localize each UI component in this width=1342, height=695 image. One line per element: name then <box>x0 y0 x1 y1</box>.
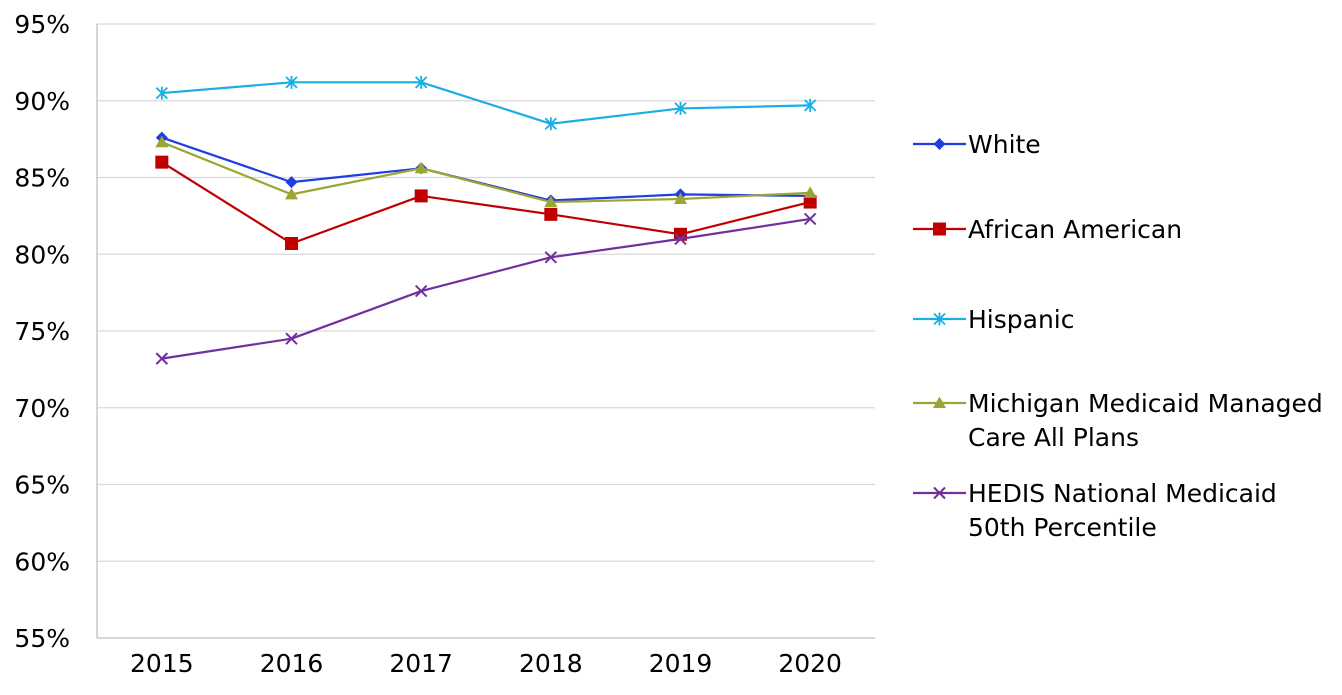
x-tick-label: 2016 <box>260 649 324 678</box>
series-hispanic <box>155 75 817 131</box>
data-point <box>414 161 428 174</box>
legend-marker <box>933 138 946 150</box>
legend-label: 50th Percentile <box>968 513 1157 542</box>
data-point <box>803 195 817 209</box>
y-tick-label: 80% <box>14 240 70 269</box>
series-line <box>161 217 811 360</box>
marker-stroke <box>285 332 298 345</box>
legend-item-white: White <box>913 130 1041 159</box>
marker-stroke <box>155 352 169 365</box>
series-line <box>161 136 811 202</box>
y-axis-tick-labels: 55% 60% 65% 70% 75% 80% 85% 90% 95% <box>14 10 70 653</box>
series-line <box>161 81 811 125</box>
data-point <box>674 232 687 246</box>
data-point <box>285 176 298 189</box>
data-point <box>414 284 428 298</box>
data-point <box>155 352 169 365</box>
legend-item-hedis-national-medicaid-50th-percentile: HEDIS National Medicaid 50th Percentile <box>913 479 1277 542</box>
legend-label: African American <box>968 215 1182 244</box>
data-point <box>285 332 298 345</box>
legend-marker <box>933 396 946 408</box>
y-tick-label: 75% <box>14 317 70 346</box>
y-tick-label: 65% <box>14 471 70 500</box>
series-white <box>155 131 817 207</box>
data-point <box>415 75 428 89</box>
data-point <box>155 86 168 100</box>
data-point <box>803 186 817 198</box>
legend-item-michigan-medicaid-managed-care-all-plans: Michigan Medicaid Managed Care All Plans <box>913 389 1323 452</box>
y-tick-label: 55% <box>14 624 70 653</box>
data-point <box>544 117 557 131</box>
series-hedis-national-medicaid-50th-percentile <box>155 212 817 365</box>
x-tick-label: 2019 <box>649 649 713 678</box>
data-point <box>803 212 817 226</box>
x-tick-label: 2017 <box>389 649 453 678</box>
series-line <box>161 141 811 204</box>
data-point <box>285 237 298 251</box>
y-tick-label: 70% <box>14 394 70 423</box>
x-axis-tick-labels: 2015 2016 2017 2018 2019 2020 <box>130 649 842 678</box>
legend-label: White <box>968 130 1041 159</box>
legend-label: Care All Plans <box>968 423 1139 452</box>
series-line <box>161 161 811 245</box>
marker-stroke <box>933 486 946 500</box>
legend-marker <box>933 222 946 236</box>
legend-label: Hispanic <box>968 305 1075 334</box>
x-tick-label: 2018 <box>519 649 583 678</box>
y-tick-label: 60% <box>14 547 70 576</box>
series-michigan-medicaid-managed-care-all-plans <box>155 135 817 208</box>
data-point <box>414 189 428 203</box>
data-point <box>544 207 558 221</box>
gridlines <box>97 23 875 562</box>
y-tick-label: 95% <box>14 10 70 39</box>
x-tick-label: 2015 <box>130 649 194 678</box>
series-african-american <box>155 155 817 251</box>
marker-stroke <box>414 284 428 298</box>
legend-item-hispanic: Hispanic <box>913 305 1075 334</box>
x-tick-label: 2020 <box>778 649 842 678</box>
data-point <box>544 195 558 208</box>
marker-stroke <box>803 212 817 226</box>
series-layer <box>155 75 817 365</box>
axes <box>96 24 875 639</box>
marker-stroke <box>544 251 558 264</box>
data-point <box>155 135 169 148</box>
data-point <box>674 101 687 115</box>
y-tick-label: 85% <box>14 164 70 193</box>
legend-marker <box>933 486 946 500</box>
legend-item-african-american: African American <box>913 215 1182 244</box>
data-point <box>544 251 558 264</box>
data-point <box>285 75 298 89</box>
legend-marker <box>933 312 946 326</box>
data-point <box>285 187 298 200</box>
marker-stroke <box>674 232 687 246</box>
data-point <box>804 98 817 112</box>
data-point <box>155 155 169 169</box>
y-tick-label: 90% <box>14 87 70 116</box>
legend-label: HEDIS National Medicaid <box>968 479 1277 508</box>
legend-label: Michigan Medicaid Managed <box>968 389 1323 418</box>
legend: White African American Hispanic Michigan Me… <box>913 130 1323 542</box>
data-point <box>674 192 687 204</box>
